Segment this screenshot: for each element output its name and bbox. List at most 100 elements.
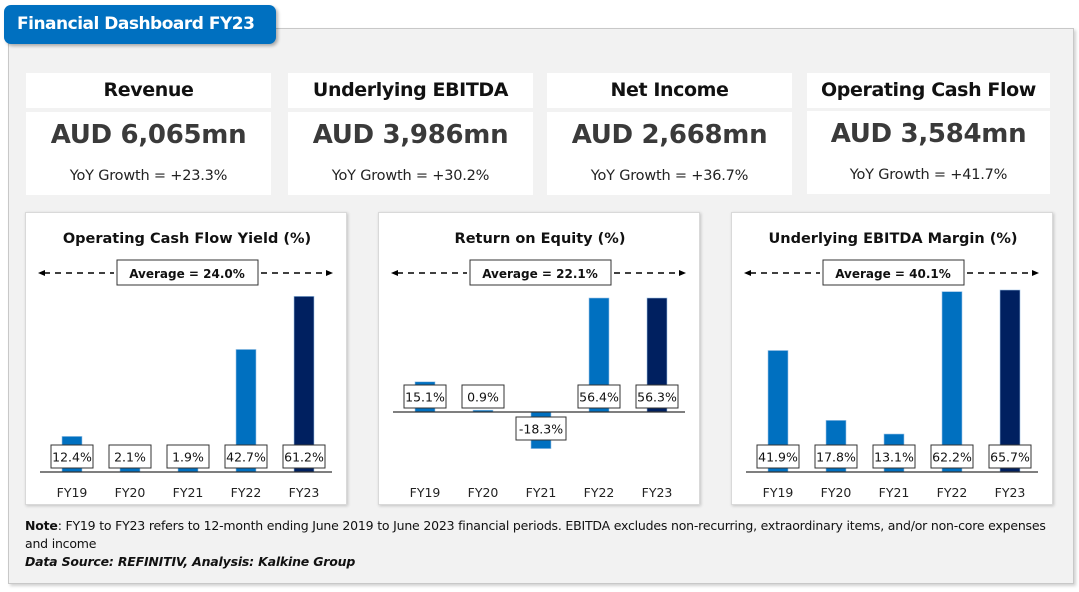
data-label-box — [988, 444, 1032, 469]
kpi-growth: YoY Growth = +41.7% — [849, 167, 1008, 183]
average-label-box — [116, 259, 259, 286]
average-label-box — [469, 259, 612, 286]
data-label-box — [108, 444, 152, 469]
kpi-value: AUD 3,584mn — [830, 119, 1027, 149]
data-label: 13.1% — [872, 444, 916, 469]
data-label-text: 1.9% — [172, 450, 204, 465]
x-tick-label: FY20 — [115, 485, 146, 500]
data-label: 0.9% — [461, 384, 505, 409]
data-label-text: 62.2% — [932, 450, 972, 465]
data-label: 17.8% — [814, 444, 858, 469]
data-label: 12.4% — [50, 444, 94, 469]
data-label-text: 41.9% — [758, 450, 798, 465]
arrow-right-icon — [326, 270, 333, 276]
data-label-text: 56.3% — [637, 390, 677, 405]
x-tick-label: FY21 — [879, 485, 910, 500]
data-source: Data Source: REFINITIV, Analysis: Kalkin… — [25, 554, 356, 569]
kpi-growth: YoY Growth = +30.2% — [331, 168, 490, 184]
kpi-label: Operating Cash Flow — [807, 73, 1050, 108]
footer-note: Note: FY19 to FY23 refers to 12-month en… — [25, 517, 1070, 553]
kpi-growth: YoY Growth = +23.3% — [69, 168, 228, 184]
data-label: 56.3% — [635, 384, 679, 409]
data-label: 62.2% — [930, 444, 974, 469]
average-label: Average = 22.1% — [482, 267, 598, 281]
kpi-label: Underlying EBITDA — [288, 73, 533, 108]
kpi-label: Net Income — [547, 73, 792, 108]
note-label: Note — [25, 518, 58, 533]
data-label-text: 61.2% — [284, 450, 324, 465]
data-label-text: 17.8% — [816, 450, 856, 465]
data-label: 1.9% — [166, 444, 210, 469]
data-label-box — [166, 444, 210, 469]
data-label: 15.1% — [403, 384, 447, 409]
data-label: 42.7% — [224, 444, 268, 469]
data-label-text: -18.3% — [519, 422, 563, 437]
average-label: Average = 40.1% — [835, 267, 951, 281]
data-label-box — [635, 384, 679, 409]
data-label-box — [930, 444, 974, 469]
chart-svg: Return on Equity (%) Average = 22.1% 15.1%… — [391, 231, 686, 500]
data-label: 41.9% — [756, 444, 800, 469]
data-label: 61.2% — [282, 444, 326, 469]
data-label-text: 56.4% — [579, 390, 619, 405]
kpi-value: AUD 6,065mn — [50, 120, 247, 150]
data-label: 2.1% — [108, 444, 152, 469]
chart-title: Operating Cash Flow Yield (%) — [63, 231, 311, 247]
average-label: Average = 24.0% — [129, 267, 245, 281]
data-label-box — [461, 384, 505, 409]
data-label: 56.4% — [577, 384, 621, 409]
chart-operating-cash-flow-yield: Operating Cash Flow Yield (%) Average = 2… — [25, 212, 347, 505]
data-label-text: 0.9% — [467, 390, 499, 405]
average-arrow — [744, 270, 1039, 276]
kpi-label: Revenue — [26, 73, 271, 108]
kpi-body: AUD 6,065mn YoY Growth = +23.3% — [26, 112, 271, 195]
data-label-box — [403, 384, 447, 409]
chart-svg: Operating Cash Flow Yield (%) Average = 2… — [38, 231, 333, 500]
data-label-box — [50, 444, 94, 469]
kpi-growth: YoY Growth = +36.7% — [590, 168, 749, 184]
x-tick-label: FY22 — [231, 485, 262, 500]
x-tick-label: FY23 — [289, 485, 320, 500]
kpi-body: AUD 2,668mn YoY Growth = +36.7% — [547, 112, 792, 195]
arrow-left-icon — [744, 270, 751, 276]
data-label: -18.3% — [515, 416, 567, 441]
data-label-box — [872, 444, 916, 469]
data-label-box — [756, 444, 800, 469]
kpi-body: AUD 3,986mn YoY Growth = +30.2% — [288, 112, 533, 195]
x-tick-label: FY20 — [821, 485, 852, 500]
data-label-box — [224, 444, 268, 469]
chart-title: Underlying EBITDA Margin (%) — [768, 231, 1017, 247]
data-label-text: 13.1% — [874, 450, 914, 465]
x-tick-label: FY20 — [468, 485, 499, 500]
data-label-box — [515, 416, 567, 441]
data-label-text: 15.1% — [405, 390, 445, 405]
data-label-box — [577, 384, 621, 409]
x-tick-label: FY21 — [526, 485, 557, 500]
kpi-value: AUD 3,986mn — [312, 120, 509, 150]
arrow-left-icon — [38, 270, 45, 276]
data-label-text: 65.7% — [990, 450, 1030, 465]
average-arrow — [391, 270, 686, 276]
chart-underlying-ebitda-margin: Underlying EBITDA Margin (%) Average = 40… — [731, 212, 1053, 505]
average-label-box — [822, 259, 965, 286]
kpi-value: AUD 2,668mn — [571, 120, 768, 150]
data-label-text: 42.7% — [226, 450, 266, 465]
arrow-right-icon — [679, 270, 686, 276]
dashboard-title: Financial Dashboard FY23 — [4, 5, 276, 44]
data-label-box — [814, 444, 858, 469]
chart-svg: Underlying EBITDA Margin (%) Average = 40… — [744, 231, 1039, 500]
average-arrow — [38, 270, 333, 276]
x-tick-label: FY19 — [410, 485, 441, 500]
x-tick-label: FY22 — [584, 485, 615, 500]
x-tick-label: FY23 — [642, 485, 673, 500]
kpi-body: AUD 3,584mn YoY Growth = +41.7% — [807, 111, 1050, 194]
x-tick-label: FY19 — [763, 485, 794, 500]
data-label-text: 2.1% — [114, 450, 146, 465]
data-label-text: 12.4% — [52, 450, 92, 465]
x-tick-label: FY23 — [995, 485, 1026, 500]
x-tick-label: FY19 — [57, 485, 88, 500]
note-text: : FY19 to FY23 refers to 12-month ending… — [25, 518, 1046, 551]
arrow-left-icon — [391, 270, 398, 276]
data-label-box — [282, 444, 326, 469]
footer: Note: FY19 to FY23 refers to 12-month en… — [25, 517, 1070, 571]
